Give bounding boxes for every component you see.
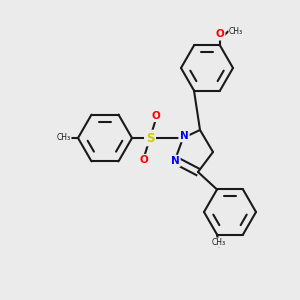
Text: N: N — [171, 156, 179, 166]
Text: CH₃: CH₃ — [229, 27, 243, 36]
Text: CH₃: CH₃ — [57, 134, 71, 142]
Text: CH₃: CH₃ — [212, 238, 226, 247]
Text: S: S — [146, 131, 154, 145]
Text: O: O — [152, 111, 160, 121]
Text: O: O — [140, 155, 148, 165]
Text: O: O — [216, 29, 224, 40]
Text: N: N — [180, 131, 188, 141]
